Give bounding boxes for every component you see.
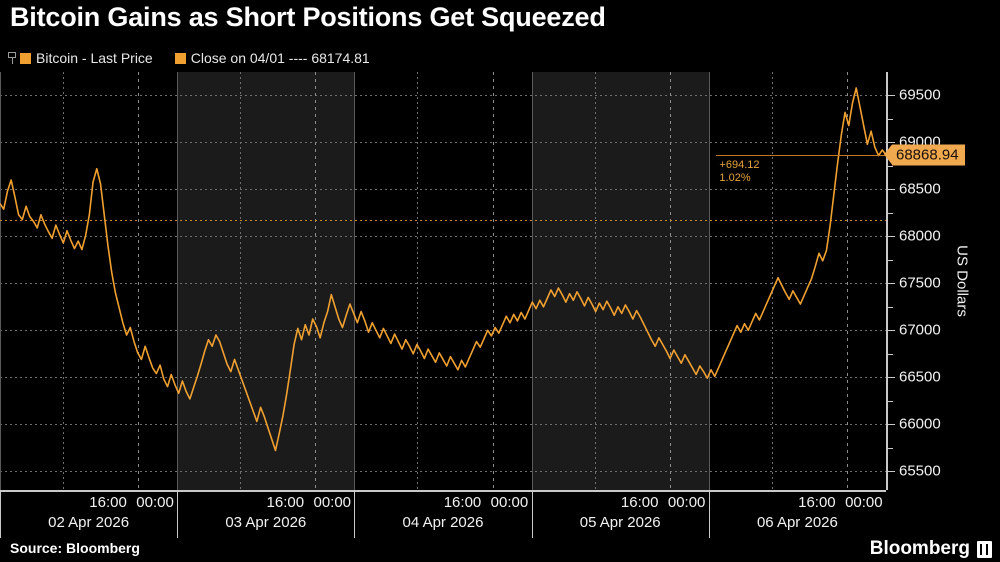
x-time-label: 00:00 xyxy=(490,494,529,511)
v-gridline-time xyxy=(492,72,494,490)
y-minor-tick xyxy=(888,259,893,261)
v-gridline-time xyxy=(771,72,773,490)
y-tick-label: 68000 xyxy=(899,227,941,245)
footer: Source: Bloomberg Bloomberg xyxy=(0,538,1000,562)
y-tick-label: 66000 xyxy=(899,415,941,433)
legend-label-series: Bitcoin - Last Price xyxy=(36,50,153,66)
x-time-label: 16:00 xyxy=(443,494,482,511)
x-day-separator xyxy=(0,492,1,538)
h-gridline xyxy=(0,377,886,379)
x-time-label: 16:00 xyxy=(266,494,305,511)
plot-area[interactable]: +694.12 1.02% xyxy=(0,72,886,490)
page-title: Bitcoin Gains as Short Positions Get Squ… xyxy=(10,2,606,32)
x-date-label: 03 Apr 2026 xyxy=(225,514,307,531)
y-tick-label: 68500 xyxy=(899,180,941,198)
last-price-tag: 68868.94 xyxy=(884,144,965,166)
x-day-separator xyxy=(531,492,533,538)
x-time-label: 00:00 xyxy=(313,494,352,511)
y-tick xyxy=(888,471,895,473)
x-date-label: 04 Apr 2026 xyxy=(402,514,484,531)
v-gridline-time xyxy=(594,72,596,490)
h-gridline xyxy=(0,330,886,332)
y-axis-title: US Dollars xyxy=(953,245,971,317)
change-pct: 1.02% xyxy=(719,171,751,184)
v-gridline-time xyxy=(417,72,419,490)
y-tick xyxy=(888,189,895,191)
h-gridline xyxy=(0,283,886,285)
price-polyline xyxy=(0,87,886,452)
x-day-separator xyxy=(177,492,179,538)
v-gridline-day xyxy=(177,72,179,490)
y-tick xyxy=(888,330,895,332)
x-date-label: 02 Apr 2026 xyxy=(48,514,130,531)
bloomberg-wordmark: Bloomberg xyxy=(869,538,970,559)
v-gridline-time xyxy=(847,72,849,490)
last-price-value: 68868.94 xyxy=(896,146,959,164)
price-series xyxy=(0,87,886,452)
h-gridline xyxy=(0,424,886,426)
shaded-band xyxy=(531,72,709,490)
x-day-separator xyxy=(708,492,710,538)
y-minor-tick xyxy=(888,165,893,167)
v-gridline-time xyxy=(669,72,671,490)
h-gridline xyxy=(0,471,886,473)
x-date-label: 05 Apr 2026 xyxy=(579,514,661,531)
y-axis-line xyxy=(886,72,888,490)
pin-icon xyxy=(8,51,18,65)
x-axis[interactable]: 02 Apr 2026 16:00 00:00 03 Apr 2026 16:00 00:… xyxy=(0,490,886,538)
y-tick-label: 69500 xyxy=(899,86,941,104)
y-tick-label: 65500 xyxy=(899,462,941,480)
change-abs: +694.12 xyxy=(719,158,760,171)
y-minor-tick xyxy=(888,118,893,120)
h-gridline xyxy=(0,95,886,97)
source-label: Source: Bloomberg xyxy=(10,540,140,556)
v-gridline-time xyxy=(62,72,64,490)
v-gridline-time xyxy=(240,72,242,490)
x-day-separator xyxy=(354,492,356,538)
y-tick xyxy=(888,236,895,238)
y-minor-tick xyxy=(888,212,893,214)
bloomberg-logo-icon xyxy=(977,541,992,558)
x-time-label: 00:00 xyxy=(845,494,883,511)
h-gridline xyxy=(0,189,886,191)
y-minor-tick xyxy=(888,353,893,355)
y-tick xyxy=(888,283,895,285)
y-tick xyxy=(888,142,895,144)
legend-item-series[interactable]: Bitcoin - Last Price xyxy=(8,50,153,66)
x-time-label: 16:00 xyxy=(798,494,836,511)
legend: Bitcoin - Last Price Close on 04/01 ----… xyxy=(8,48,370,68)
h-gridline xyxy=(0,236,886,238)
y-minor-tick xyxy=(888,447,893,449)
x-time-label: 00:00 xyxy=(667,494,706,511)
y-axis[interactable]: 65500 66000 66500 67000 67500 68000 68500 69000… xyxy=(884,72,1000,490)
v-gridline-day xyxy=(354,72,356,490)
x-date-label: 06 Apr 2026 xyxy=(756,514,838,531)
y-tick xyxy=(888,95,895,97)
v-gridline-day xyxy=(708,72,710,490)
v-gridline-day xyxy=(0,72,1,490)
v-gridline-time xyxy=(315,72,317,490)
change-annotation: +694.12 1.02% xyxy=(719,159,759,185)
h-gridline xyxy=(0,142,886,144)
legend-label-close: Close on 04/01 ---- 68174.81 xyxy=(190,50,370,66)
reference-line xyxy=(0,219,886,221)
legend-item-close[interactable]: Close on 04/01 ---- 68174.81 xyxy=(174,50,370,66)
y-minor-tick xyxy=(888,306,893,308)
y-tick xyxy=(888,424,895,426)
x-time-label: 16:00 xyxy=(620,494,659,511)
x-time-label: 16:00 xyxy=(89,494,127,511)
y-tick xyxy=(888,377,895,379)
legend-swatch-series xyxy=(20,52,31,64)
v-gridline-time xyxy=(138,72,140,490)
y-minor-tick xyxy=(888,400,893,402)
y-tick-label: 67500 xyxy=(899,274,941,292)
last-price-line xyxy=(715,154,886,156)
x-axis-line xyxy=(0,490,886,492)
y-tick-label: 66500 xyxy=(899,368,941,386)
legend-swatch-close xyxy=(174,52,186,64)
v-gridline-day xyxy=(531,72,533,490)
x-time-label: 00:00 xyxy=(136,494,174,511)
y-tick-label: 67000 xyxy=(899,321,941,339)
